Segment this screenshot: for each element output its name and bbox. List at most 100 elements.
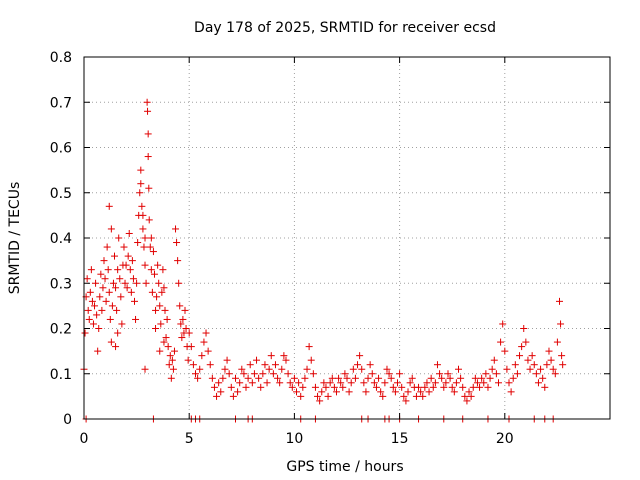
data-point	[442, 379, 450, 387]
data-point	[225, 370, 233, 378]
data-point	[236, 379, 244, 387]
data-point	[299, 383, 307, 391]
x-tick-label: 10	[285, 431, 303, 447]
data-point	[271, 361, 279, 369]
data-point	[427, 374, 435, 382]
data-point	[404, 388, 412, 396]
data-point	[288, 383, 296, 391]
data-point	[345, 388, 353, 396]
data-point	[250, 370, 258, 378]
data-point	[328, 374, 336, 382]
data-point	[124, 252, 132, 260]
data-point	[541, 383, 549, 391]
data-point	[480, 379, 488, 387]
data-point	[501, 347, 509, 355]
data-point	[539, 374, 547, 382]
data-point	[161, 306, 169, 314]
data-point	[351, 374, 359, 382]
data-point	[129, 275, 137, 283]
data-point	[85, 315, 93, 323]
data-points	[80, 98, 567, 423]
data-point	[556, 297, 564, 305]
data-point	[210, 383, 218, 391]
data-point	[553, 338, 561, 346]
axes: 0 0.1 0.2 0.3 0.4 0.5 0.6 0.7 0.8 0 5 10 15 20	[50, 50, 611, 447]
data-point	[115, 234, 123, 242]
data-point	[139, 225, 147, 233]
grid-layer	[84, 57, 610, 419]
chart-title: Day 178 of 2025, SRMTID for receiver ecs…	[194, 20, 496, 36]
data-point	[144, 153, 152, 161]
data-point	[144, 107, 152, 115]
data-point	[311, 383, 319, 391]
data-point	[132, 315, 140, 323]
data-point	[509, 374, 517, 382]
data-point	[84, 306, 92, 314]
data-point	[174, 257, 182, 265]
data-point	[452, 379, 460, 387]
data-point	[551, 370, 559, 378]
data-point	[482, 370, 490, 378]
data-point	[520, 325, 528, 332]
data-point	[86, 288, 94, 296]
data-point	[444, 370, 452, 378]
data-point	[100, 257, 108, 265]
data-point	[181, 306, 189, 314]
data-point	[133, 279, 141, 287]
data-point	[450, 388, 458, 396]
data-point	[168, 356, 176, 364]
data-point	[398, 383, 406, 391]
data-point	[101, 275, 109, 283]
data-point	[558, 352, 566, 360]
y-tick-label: 0.3	[50, 276, 72, 292]
data-point	[231, 374, 239, 382]
data-point	[497, 338, 505, 346]
data-point	[112, 284, 120, 292]
data-point	[421, 383, 429, 391]
data-point	[123, 284, 131, 292]
data-point	[97, 270, 105, 278]
data-point	[455, 365, 463, 373]
data-point	[326, 379, 334, 387]
data-point	[114, 329, 122, 337]
data-point	[324, 392, 332, 400]
data-point	[105, 288, 113, 296]
data-point	[459, 383, 467, 391]
data-point	[377, 388, 385, 396]
data-point	[107, 225, 115, 233]
data-point	[320, 379, 328, 387]
data-point	[99, 284, 107, 292]
data-point	[156, 347, 164, 355]
data-point	[113, 306, 121, 314]
data-point	[469, 383, 477, 391]
data-point	[297, 392, 305, 400]
data-point	[494, 379, 502, 387]
data-point	[543, 361, 551, 369]
data-point	[144, 130, 152, 138]
data-point	[145, 216, 153, 224]
data-point	[146, 243, 154, 251]
data-point	[557, 320, 565, 328]
data-point	[128, 257, 136, 265]
data-point	[120, 243, 128, 251]
data-point	[492, 370, 500, 378]
data-point	[488, 365, 496, 373]
data-point	[112, 343, 120, 351]
data-point	[152, 306, 160, 314]
y-tick-label: 0.8	[50, 50, 72, 66]
data-point	[255, 374, 263, 382]
data-point	[189, 361, 197, 369]
plot-frame	[83, 56, 611, 420]
data-point	[259, 370, 267, 378]
data-point	[322, 383, 330, 391]
data-point	[381, 379, 389, 387]
data-point	[173, 239, 181, 247]
data-point	[109, 279, 117, 287]
data-point	[198, 352, 206, 360]
data-point	[102, 297, 110, 305]
data-point	[335, 374, 343, 382]
data-point	[354, 361, 362, 369]
data-point	[165, 361, 173, 369]
data-point	[175, 279, 183, 287]
data-point	[314, 392, 322, 400]
